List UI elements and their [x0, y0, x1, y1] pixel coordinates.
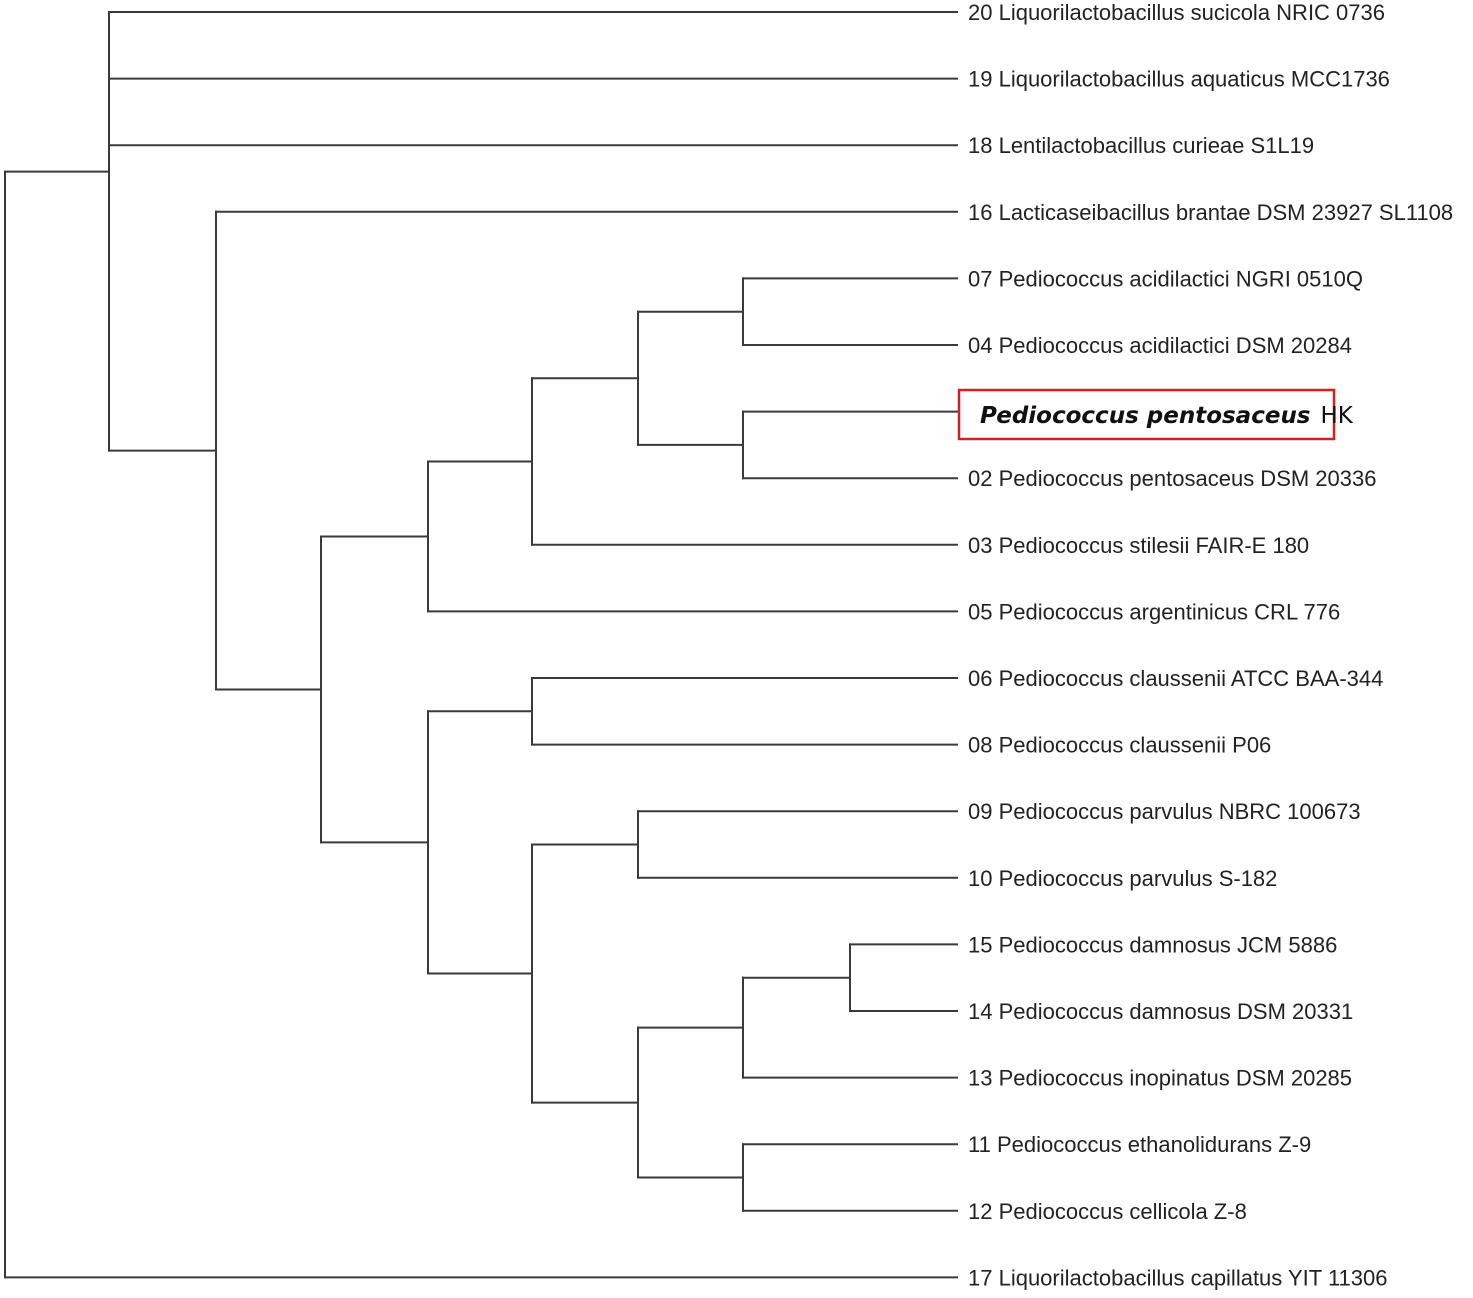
leaf-label: 10 Pediococcus parvulus S-182 — [968, 866, 1277, 891]
leaf-label: 16 Lacticaseibacillus brantae DSM 23927 … — [968, 200, 1453, 225]
highlighted-species-name: Pediococcus pentosaceus — [980, 403, 1311, 429]
highlighted-strain-name: HK — [1321, 403, 1354, 429]
leaf-label: 20 Liquorilactobacillus sucicola NRIC 07… — [968, 0, 1385, 25]
leaf-label: 18 Lentilactobacillus curieae S1L19 — [968, 133, 1314, 158]
leaf-label: 04 Pediococcus acidilactici DSM 20284 — [968, 333, 1352, 358]
leaf-label: 09 Pediococcus parvulus NBRC 100673 — [968, 799, 1361, 824]
tree-branches — [4, 11, 958, 1279]
leaf-label: 03 Pediococcus stilesii FAIR-E 180 — [968, 533, 1309, 558]
leaf-label: 02 Pediococcus pentosaceus DSM 20336 — [968, 466, 1376, 491]
leaf-label: 08 Pediococcus claussenii P06 — [968, 733, 1271, 758]
highlighted-taxon-label: Pediococcus pentosaceus HK — [980, 403, 1354, 429]
leaf-label: 17 Liquorilactobacillus capillatus YIT 1… — [968, 1265, 1388, 1290]
highlight-box — [957, 388, 1336, 441]
leaf-label: 06 Pediococcus claussenii ATCC BAA-344 — [968, 666, 1383, 691]
leaf-label: 11 Pediococcus ethanolidurans Z-9 — [968, 1132, 1311, 1157]
leaf-label: 19 Liquorilactobacillus aquaticus MCC173… — [968, 67, 1390, 92]
leaf-label: 12 Pediococcus cellicola Z-8 — [968, 1199, 1247, 1224]
leaf-label: 07 Pediococcus acidilactici NGRI 0510Q — [968, 266, 1363, 291]
leaf-label: 14 Pediococcus damnosus DSM 20331 — [968, 999, 1353, 1024]
leaf-label: 13 Pediococcus inopinatus DSM 20285 — [968, 1066, 1352, 1091]
leaf-labels: 20 Liquorilactobacillus sucicola NRIC 07… — [968, 0, 1453, 1290]
leaf-label: 05 Pediococcus argentinicus CRL 776 — [968, 599, 1340, 624]
leaf-label: 15 Pediococcus damnosus JCM 5886 — [968, 932, 1337, 957]
